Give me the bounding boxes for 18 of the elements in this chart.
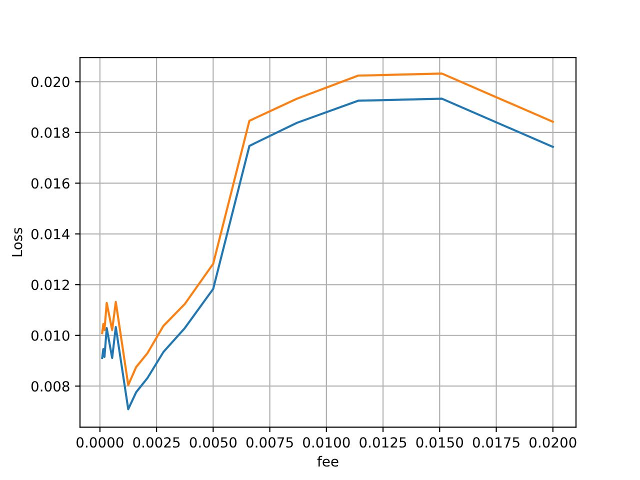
y-tick-label: 0.008 [31,381,70,392]
x-tick-label: 0.0125 [360,437,406,448]
y-axis-title: Loss [12,228,22,256]
x-tick-label: 0.0100 [303,437,350,448]
x-tick-label: 0.0025 [133,437,180,448]
x-axis-title: fee [317,456,338,467]
x-tick-label: 0.0175 [472,437,520,448]
x-tick-label: 0.0200 [530,437,576,448]
y-tick-label: 0.020 [31,76,70,88]
y-tick-label: 0.012 [31,280,69,290]
y-tick-label: 0.018 [31,127,70,138]
y-tick-label: 0.016 [31,178,70,189]
x-tick-label: 0.0150 [416,437,464,448]
x-tick-label: 0.0075 [246,437,293,448]
y-tick-label: 0.010 [31,330,70,341]
x-tick-label: 0.0050 [190,437,237,448]
x-tick-label: 0.0000 [76,437,124,448]
y-tick-label: 0.014 [31,228,70,240]
